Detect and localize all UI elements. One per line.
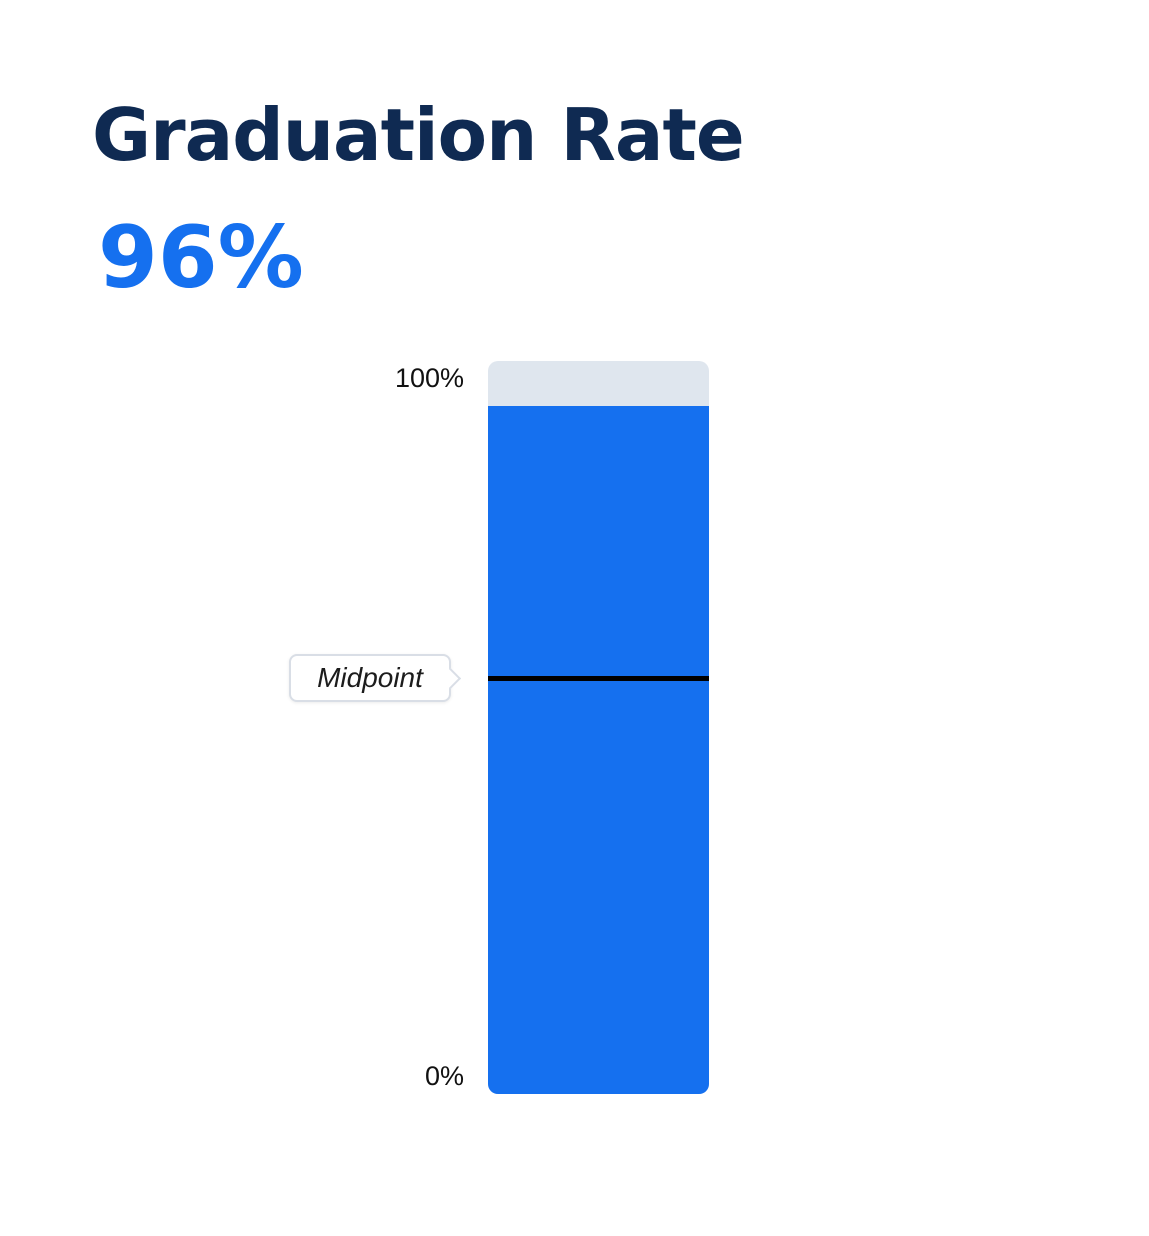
bar-fill (488, 405, 709, 1094)
midpoint-line (488, 675, 709, 681)
tick-label-0: 0% (424, 1061, 464, 1091)
midpoint-label: Midpoint (317, 662, 423, 694)
value-readout: 96% (98, 208, 304, 308)
midpoint-callout: Midpoint (289, 654, 451, 703)
chart-title: Graduation Rate (92, 93, 745, 177)
tick-label-100: 100% (394, 363, 464, 393)
bar-track (488, 361, 709, 1094)
